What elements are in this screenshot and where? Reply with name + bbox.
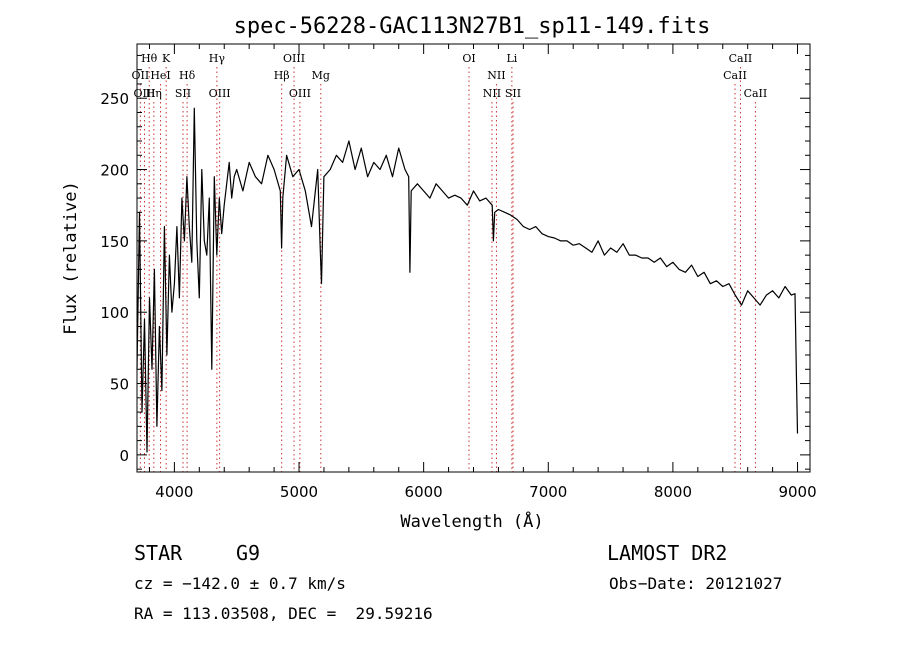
- redshift-velocity: cz = −142.0 ± 0.7 km/s: [134, 574, 346, 593]
- object-class: STAR: [134, 541, 183, 565]
- y-tick-label-5: 250: [100, 90, 129, 108]
- line-label-0: Hθ: [141, 52, 158, 65]
- line-label-15: Hη: [146, 87, 162, 100]
- y-tick-label-2: 100: [100, 304, 129, 322]
- line-label-2: Hγ: [209, 52, 226, 65]
- spectrum-chart: spec-56228-GAC113N27B1_sp11-149.fits Hθ K…: [61, 14, 817, 532]
- line-label-12: NII: [487, 69, 505, 82]
- line-label-8: HeI: [150, 69, 170, 82]
- line-label-9: Hδ: [179, 69, 196, 82]
- line-label-10: Hβ: [274, 69, 290, 82]
- spectrum-series: [136, 107, 799, 453]
- line-label-13: CaII: [723, 69, 747, 82]
- x-tick-label-0: 4000: [155, 483, 193, 501]
- observation-date: Obs−Date: 20121027: [609, 574, 783, 593]
- line-label-5: Li: [506, 52, 517, 65]
- x-tick-label-1: 5000: [280, 483, 318, 501]
- line-label-17: OIII: [209, 87, 231, 100]
- line-label-1: K: [162, 52, 171, 65]
- y-tick-label-1: 50: [110, 376, 129, 394]
- y-tick-label-4: 200: [100, 162, 129, 180]
- y-tick-label-0: 0: [119, 447, 129, 465]
- axis-ticks: 4000 5000 6000 7000 8000 9000 0 50 100 150 200 250: [100, 44, 817, 501]
- x-tick-label-5: 9000: [778, 483, 816, 501]
- line-label-4: OI: [462, 52, 475, 65]
- line-label-21: CaII: [744, 87, 768, 100]
- line-label-11: Mg: [312, 69, 330, 82]
- line-label-7: OII: [132, 69, 150, 82]
- y-axis-label: Flux (relative): [61, 181, 81, 335]
- line-label-6: CaII: [729, 52, 753, 65]
- object-subclass: G9: [236, 541, 261, 565]
- chart-title: spec-56228-GAC113N27B1_sp11-149.fits: [234, 14, 711, 39]
- ra-dec-coordinates: RA = 113.03508, DEC = 29.59216: [134, 604, 433, 623]
- y-tick-label-3: 150: [100, 233, 129, 251]
- plot-frame: [136, 43, 811, 473]
- line-label-20: SII: [505, 87, 521, 100]
- line-label-16: SII: [175, 87, 191, 100]
- x-tick-label-3: 7000: [529, 483, 567, 501]
- data-release: LAMOST DR2: [607, 541, 728, 565]
- x-tick-label-2: 6000: [405, 483, 443, 501]
- spectrum-line-0: [136, 107, 799, 453]
- line-label-18: OIII: [289, 87, 311, 100]
- x-axis-label: Wavelength (Å): [400, 510, 543, 532]
- x-tick-label-4: 8000: [654, 483, 692, 501]
- line-label-14: OIII: [133, 87, 155, 100]
- spectral-line-markers: Hθ K Hγ OIII OI Li CaII OII HeI Hδ Hβ Mg NII CaII OIII…: [132, 52, 768, 472]
- line-label-3: OIII: [283, 52, 305, 65]
- line-label-19: NII: [483, 87, 501, 100]
